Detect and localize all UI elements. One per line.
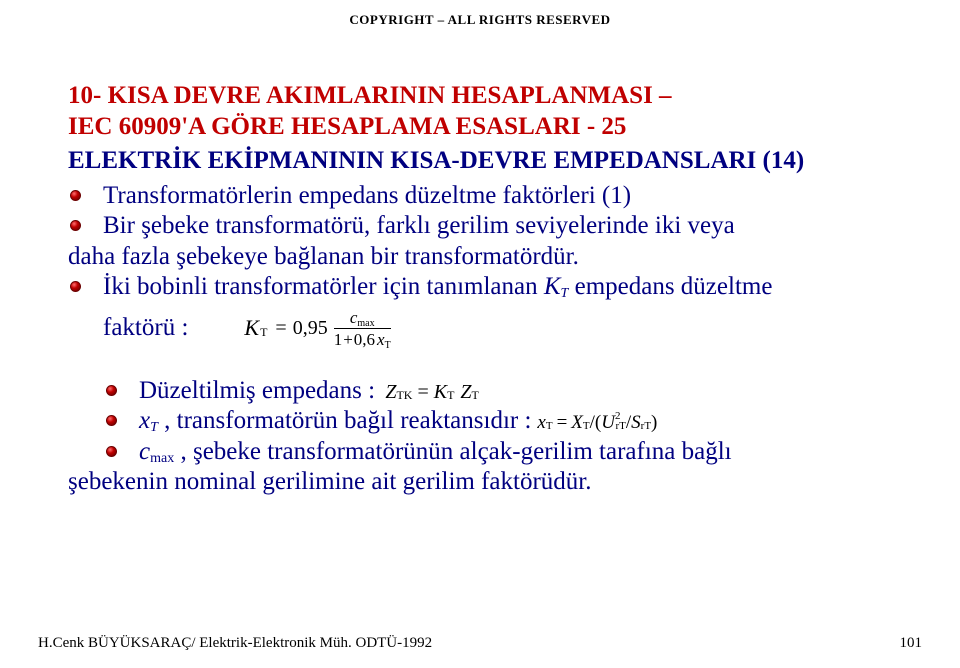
kt-coef: 0,95 (293, 317, 328, 340)
kt-bot-plus: + (343, 330, 353, 349)
xtf-rT: rT (615, 420, 625, 433)
kt-frac-top: cmax (348, 309, 377, 328)
corrected-impedance-item: Düzeltilmiş empedans : ZTK = KT ZT (104, 376, 892, 407)
xtf-X: X (571, 411, 583, 434)
kt-T: T (260, 325, 267, 340)
sphere-bullet-icon (70, 190, 81, 201)
xt-formula: xT = XT / ( U2rT / SrT ) (537, 411, 657, 434)
sphere-bullet-icon (70, 281, 81, 292)
xtf-T: T (546, 420, 553, 433)
corrected-label: Düzeltilmiş empedans : (139, 377, 375, 404)
ztk-eq: = (417, 380, 428, 404)
ztk-T: T (447, 388, 454, 403)
xtf-T2: T (583, 420, 590, 433)
cmax-text-line2: şebekenin nominal gerilimine ait gerilim… (68, 467, 892, 498)
copyright-notice: COPYRIGHT – ALL RIGHTS RESERVED (68, 12, 892, 28)
kt-frac-bot: 1+0,6xT (334, 329, 391, 348)
kt-eq: = (275, 317, 286, 340)
xtf-x: x (537, 411, 545, 434)
cmax-max: max (150, 451, 174, 466)
bullet-item-3: İki bobinli transformatörler için tanıml… (68, 272, 892, 303)
sphere-bullet-icon (106, 415, 117, 426)
corrected-impedance-text: Düzeltilmiş empedans : ZTK = KT ZT (139, 376, 479, 407)
bullet-1-text: Transformatörlerin empedans düzeltme fak… (103, 181, 631, 212)
xt-text: xT , transformatörün bağıl reaktansıdır … (139, 406, 657, 437)
kt-symbol-t: T (561, 286, 569, 301)
subheading: ELEKTRİK EKİPMANININ KISA-DEVRE EMPEDANS… (68, 147, 892, 175)
bullet-item-2: Bir şebeke transformatörü, farklı gerili… (68, 211, 892, 242)
indented-list: Düzeltilmiş empedans : ZTK = KT ZT xT , … (104, 376, 892, 468)
kt-K: K (244, 315, 259, 341)
sphere-bullet-icon (106, 446, 117, 457)
xt-x: x (139, 407, 150, 434)
sphere-bullet-icon (70, 220, 81, 231)
kt-bot-1: 1 (334, 330, 343, 349)
kt-formula: KT = 0,95 cmax 1+0,6xT (244, 309, 390, 348)
xt-item: xT , transformatörün bağıl reaktansıdır … (104, 406, 892, 437)
kt-bot-T: T (385, 340, 391, 351)
footer-author: H.Cenk BÜYÜKSARAÇ/ Elektrik-Elektronik M… (38, 635, 432, 652)
bullet-item-1: Transformatörlerin empedans düzeltme fak… (68, 181, 892, 212)
kt-symbol-k: K (544, 273, 561, 300)
bullet-3-text: İki bobinli transformatörler için tanıml… (103, 272, 772, 303)
xtf-rp: ) (651, 411, 657, 434)
xtf-S: S (631, 411, 641, 434)
bullet-2-text-b: daha fazla şebekeye bağlanan bir transfo… (68, 242, 892, 273)
kt-fraction: cmax 1+0,6xT (334, 309, 391, 348)
xtf-rT2: rT (641, 420, 651, 433)
kt-bot-x: x (377, 330, 385, 349)
ztk-TK: TK (396, 388, 412, 403)
ztk-T2: T (472, 388, 479, 403)
ztk-Z2: Z (460, 380, 471, 404)
heading-line-1: 10- KISA DEVRE AKIMLARININ HESAPLANMASI … (68, 80, 892, 111)
bullet-3-text-b: empedans düzeltme (568, 273, 772, 300)
page-number: 101 (900, 635, 923, 652)
heading-line-2: IEC 60909'A GÖRE HESAPLAMA ESASLARI - 25 (68, 111, 892, 142)
cmax-text-a: , şebeke transformatörünün alçak-gerilim… (174, 438, 731, 465)
bullet-2-text-a: Bir şebeke transformatörü, farklı gerili… (103, 211, 735, 242)
page-footer: H.Cenk BÜYÜKSARAÇ/ Elektrik-Elektronik M… (38, 635, 922, 652)
cmax-item: cmax , şebeke transformatörünün alçak-ge… (104, 437, 892, 468)
ztk-Z: Z (385, 380, 396, 404)
cmax-c: c (139, 438, 150, 465)
xtf-eq: = (557, 411, 568, 434)
bullet-3-text-a: İki bobinli transformatörler için tanıml… (103, 273, 544, 300)
xt-label-b: , transformatörün bağıl reaktansıdır : (158, 407, 532, 434)
xtf-U: U (601, 411, 615, 434)
factor-label: faktörü : (103, 314, 188, 342)
kt-top-max: max (357, 318, 374, 329)
factor-row: faktörü : KT = 0,95 cmax 1+0,6xT (68, 309, 892, 348)
ztk-K: K (434, 380, 447, 404)
ztk-formula: ZTK = KT ZT (385, 380, 479, 404)
cmax-text-line1: cmax , şebeke transformatörünün alçak-ge… (139, 437, 732, 468)
xt-T: T (150, 420, 158, 435)
sphere-bullet-icon (106, 385, 117, 396)
kt-bot-06: 0,6 (354, 330, 375, 349)
